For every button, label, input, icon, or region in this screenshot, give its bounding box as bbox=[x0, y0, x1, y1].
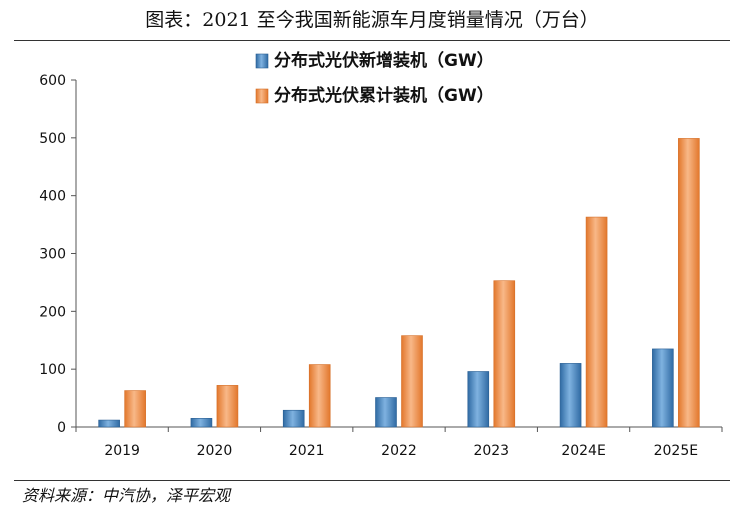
y-tick-labels: 0 100 200 300 400 500 600 bbox=[39, 73, 66, 436]
x-tick-labels: 2019 2020 2021 2022 2023 2024E 2025E bbox=[104, 443, 698, 459]
bar-new-2022 bbox=[375, 397, 397, 428]
x-tick-label: 2025E bbox=[654, 443, 698, 459]
bar-cumulative-2021 bbox=[308, 364, 331, 428]
y-tick-label: 0 bbox=[57, 420, 66, 436]
x-tick-label: 2024E bbox=[561, 443, 605, 459]
bar-new-2020 bbox=[190, 418, 213, 428]
bar-new-2025E bbox=[652, 348, 674, 428]
bar-cumulative-2020 bbox=[216, 385, 239, 428]
y-tick-label: 600 bbox=[39, 73, 66, 89]
bar-cumulative-2019 bbox=[124, 390, 146, 428]
bar-cumulative-2023 bbox=[493, 280, 516, 428]
title-divider bbox=[14, 40, 730, 41]
bars bbox=[98, 138, 700, 428]
chart-title: 图表：2021 至今我国新能源车月度销量情况（万台） bbox=[145, 9, 599, 31]
source-note: 资料来源：中汽协，泽平宏观 bbox=[22, 486, 231, 505]
y-tick-label: 300 bbox=[39, 247, 66, 263]
y-tick-label: 500 bbox=[39, 131, 66, 147]
bar-new-2021 bbox=[282, 409, 305, 428]
legend-swatch bbox=[255, 53, 269, 69]
y-tick-label: 400 bbox=[39, 189, 66, 205]
x-tick-label: 2019 bbox=[104, 443, 140, 459]
bar-new-2023 bbox=[467, 371, 490, 428]
bar-new-2024E bbox=[559, 363, 582, 428]
x-tick-label: 2020 bbox=[197, 443, 233, 459]
bar-cumulative-2025E bbox=[678, 138, 700, 428]
x-tick-label: 2022 bbox=[381, 443, 417, 459]
x-tick-label: 2023 bbox=[473, 443, 509, 459]
legend-swatch bbox=[255, 88, 269, 104]
legend-label: 分布式光伏新增装机（GW） bbox=[274, 50, 494, 71]
source-divider bbox=[14, 480, 730, 481]
bar-new-2019 bbox=[98, 419, 120, 428]
bar-cumulative-2024E bbox=[585, 216, 608, 428]
y-tick-label: 200 bbox=[39, 304, 66, 320]
legend-label: 分布式光伏累计装机（GW） bbox=[274, 85, 494, 106]
x-tick-label: 2021 bbox=[289, 443, 325, 459]
axes bbox=[71, 79, 723, 432]
bar-cumulative-2022 bbox=[401, 335, 423, 428]
legend: 分布式光伏新增装机（GW） 分布式光伏累计装机（GW） bbox=[255, 50, 494, 106]
y-tick-label: 100 bbox=[39, 362, 66, 378]
